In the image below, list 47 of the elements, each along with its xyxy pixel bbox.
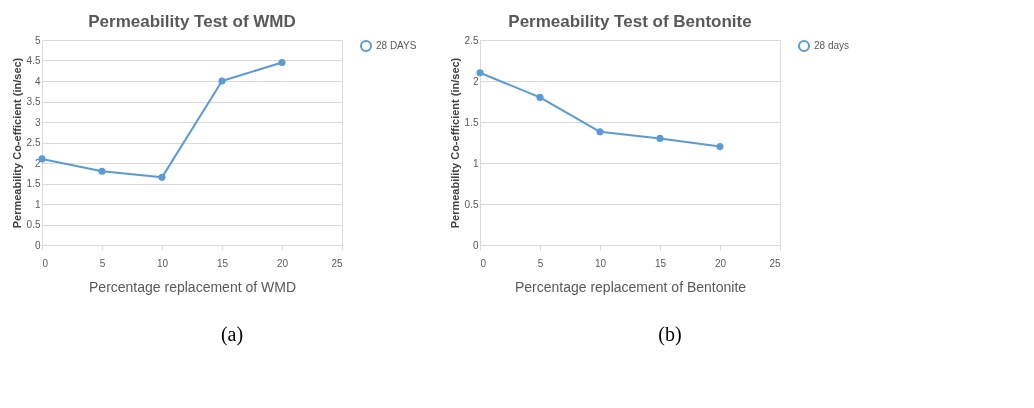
text: (b) — [658, 323, 682, 346]
text: (a) — [220, 323, 244, 346]
x-tick-label: 15 — [654, 257, 667, 269]
x-tick-label: 20 — [714, 257, 727, 269]
y-tick-label: 0 — [34, 239, 41, 251]
x-tick-label: 25 — [331, 257, 343, 269]
x-axis-title: Percentage replacement of Bentonite — [514, 278, 747, 295]
x-tick-label: 5 — [99, 257, 106, 269]
x-tick-label: 0 — [42, 257, 49, 269]
x-tick-label: 25 — [769, 257, 781, 269]
y-tick-label: 3 — [34, 116, 41, 128]
y-tick-label: 1.5 — [464, 116, 479, 128]
y-tick-label: 2.5 — [464, 34, 479, 46]
legend-label: 28 DAYS — [376, 40, 417, 51]
x-tick-label: 0 — [480, 257, 487, 269]
y-tick-label: 2 — [472, 75, 479, 87]
y-tick-label: 5 — [34, 34, 41, 46]
y-tick-label: 0 — [472, 239, 479, 251]
point — [476, 69, 484, 77]
point — [158, 173, 166, 181]
y-tick-label: 1.5 — [26, 178, 41, 189]
chart-title: Permeability Test of Bentonite — [508, 12, 752, 31]
y-tick-label: 4 — [34, 75, 41, 87]
y-tick-label: 1 — [472, 157, 479, 169]
point — [536, 93, 544, 101]
y-tick-label: 0.5 — [26, 219, 41, 230]
point — [98, 167, 106, 175]
point — [716, 143, 724, 151]
y-tick-label: 0.5 — [464, 198, 479, 210]
y-tick-label: 1 — [34, 198, 41, 210]
x-tick-label: 5 — [537, 257, 544, 269]
point — [596, 128, 604, 136]
x-tick-label: 10 — [594, 257, 607, 269]
y-tick-label: 3.5 — [26, 96, 41, 107]
y-axis-title: Permeability Co-efficient (in/sec) — [10, 57, 23, 229]
x-tick-label: 20 — [276, 257, 289, 269]
y-tick-label: 2.5 — [26, 137, 41, 148]
x-tick-label: 10 — [156, 257, 169, 269]
x-axis-title: Percentage replacement of WMD — [89, 278, 296, 295]
x-tick-label: 15 — [216, 257, 229, 269]
point — [218, 77, 226, 85]
point — [656, 134, 664, 142]
y-tick-label: 4.5 — [26, 55, 41, 66]
point — [278, 59, 286, 67]
y-axis-title: Permeability Co-efficient (in/sec) — [448, 57, 461, 229]
chart-title: Permeability Test of WMD — [88, 12, 296, 31]
legend-label: 28 days — [814, 40, 850, 51]
